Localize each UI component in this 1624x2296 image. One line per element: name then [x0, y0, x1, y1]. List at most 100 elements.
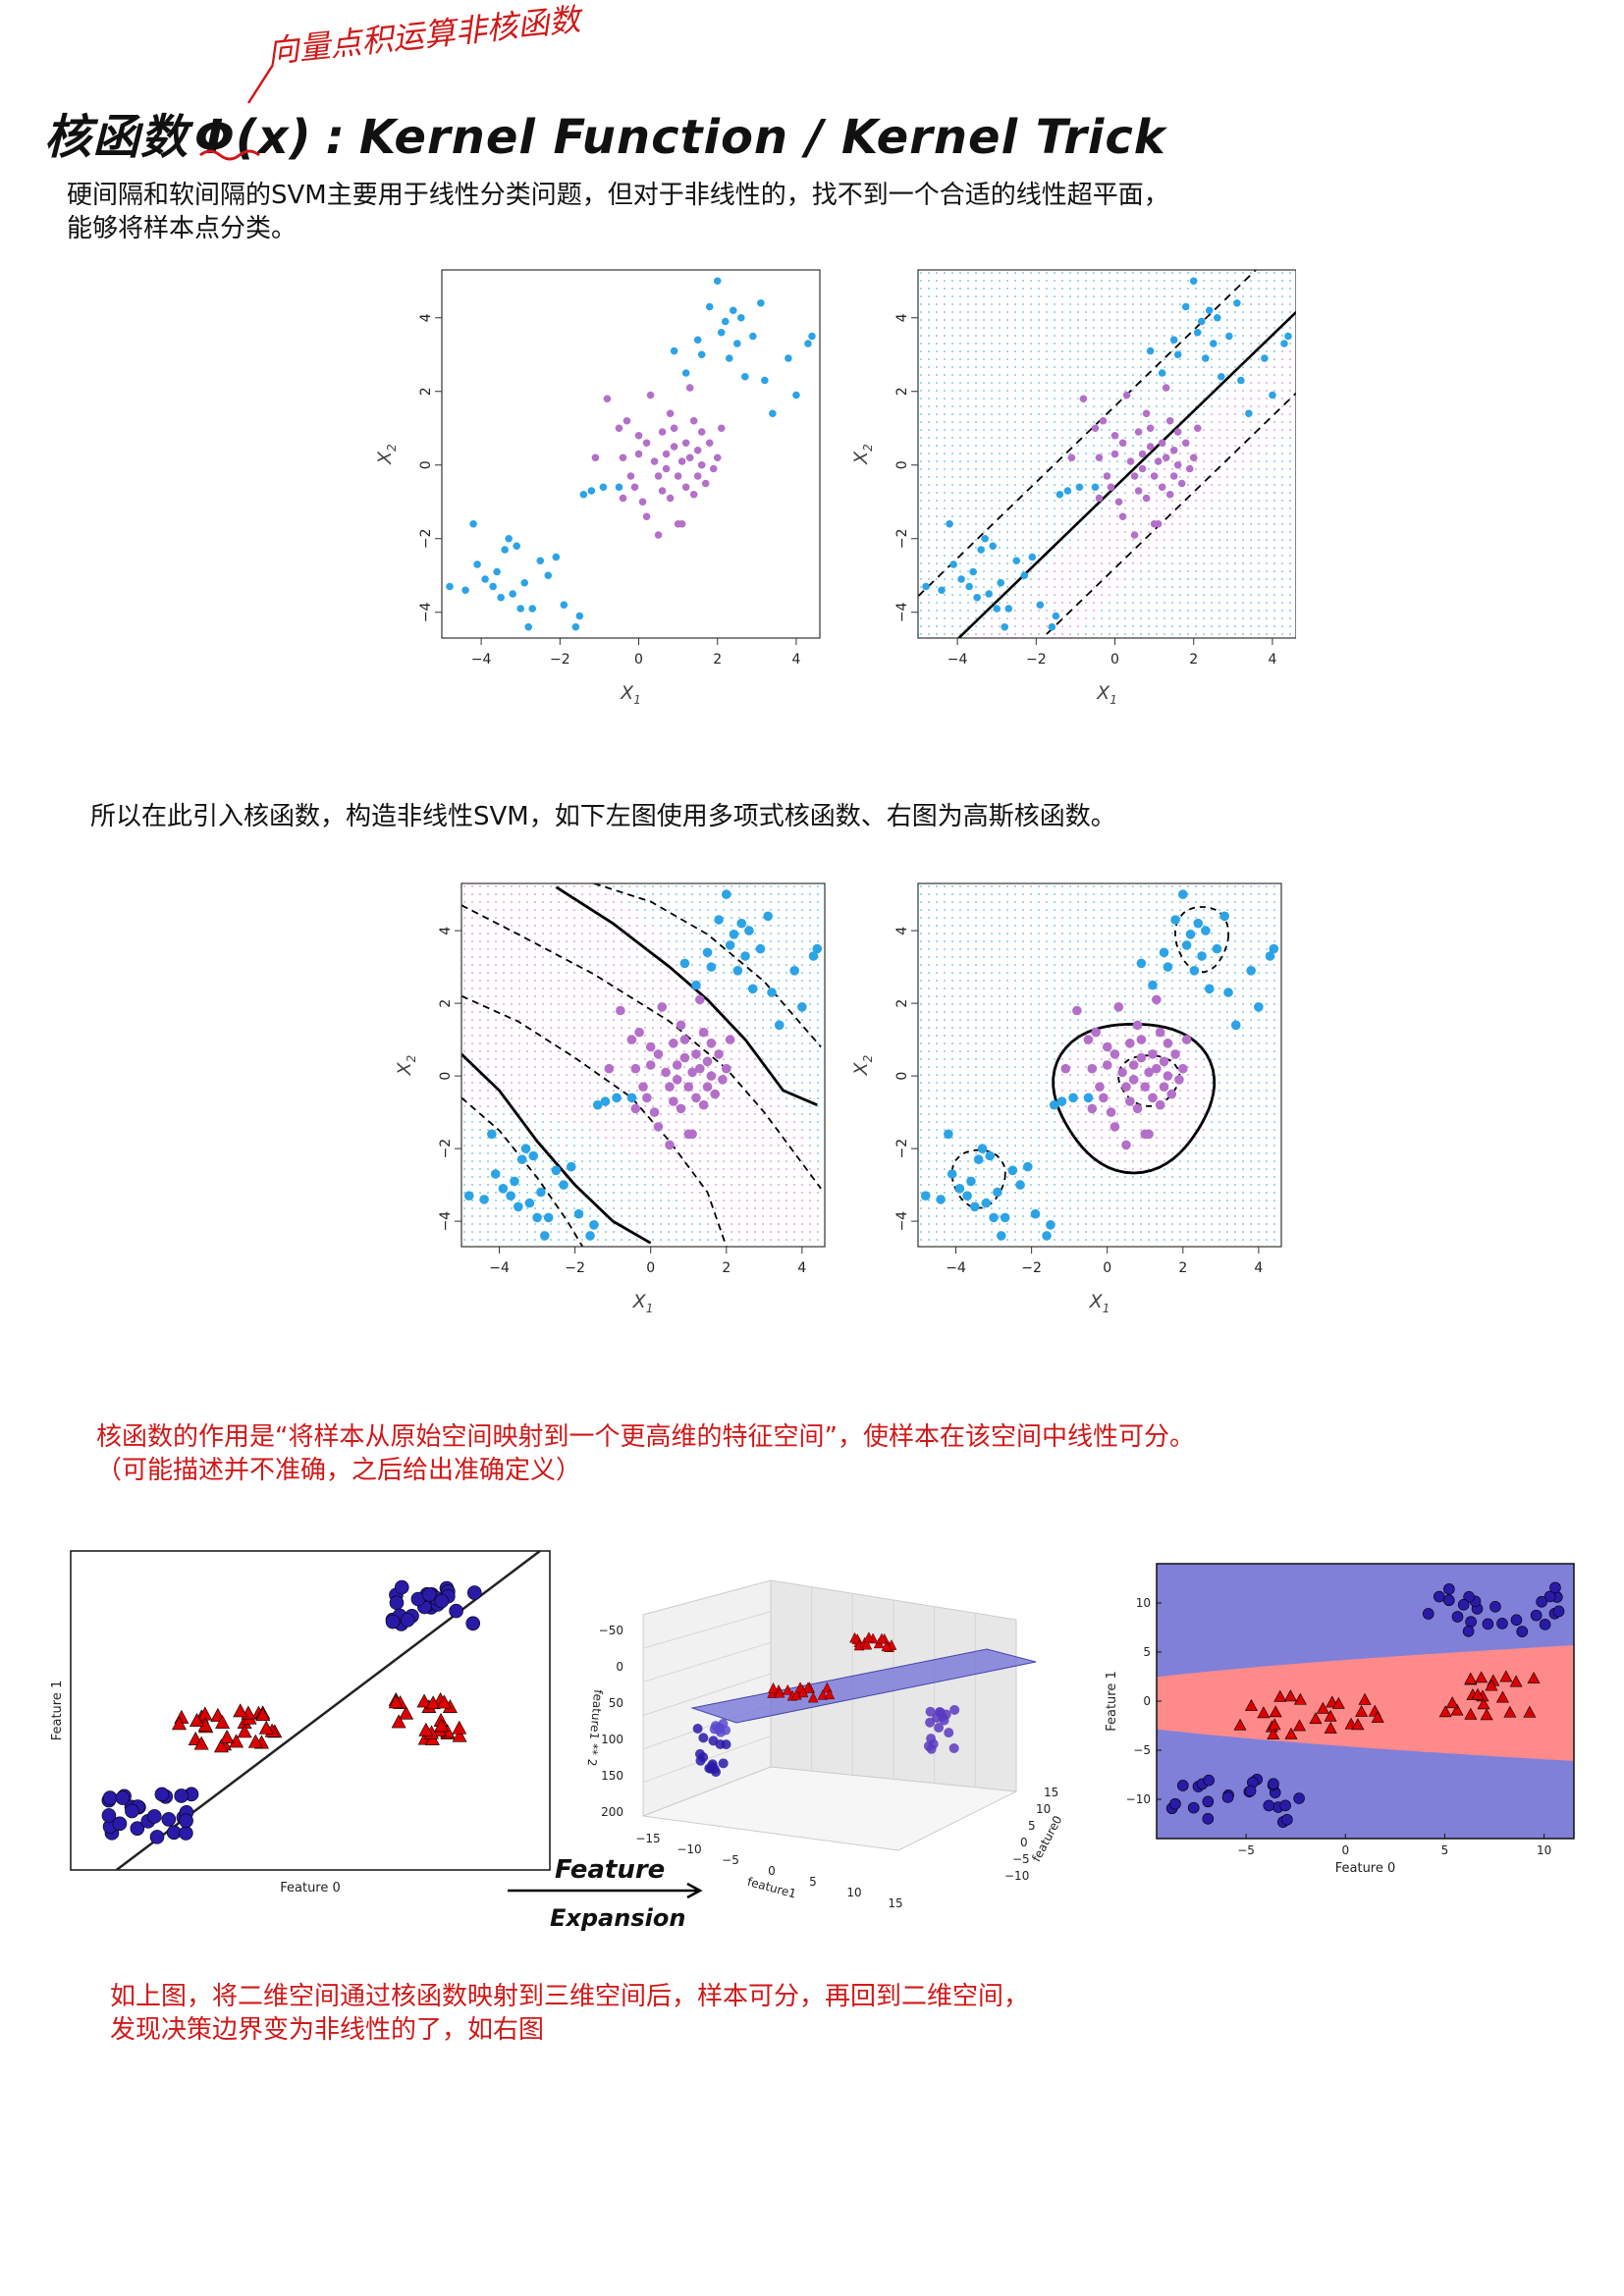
bg-grid-dot	[770, 1113, 772, 1115]
bg-grid-dot	[518, 1050, 520, 1052]
bg-grid-dot	[723, 1207, 725, 1209]
bg-grid-dot	[1124, 421, 1126, 423]
data-point	[721, 889, 731, 899]
bg-grid-dot	[975, 319, 977, 321]
bg-grid-dot	[511, 1223, 513, 1225]
bg-grid-dot	[754, 1192, 756, 1194]
bg-grid-dot	[1242, 531, 1244, 533]
bg-grid-dot	[1218, 484, 1220, 486]
bg-grid-dot	[738, 1239, 740, 1241]
bg-grid-dot	[967, 453, 969, 454]
bg-grid-dot	[1273, 468, 1275, 470]
bg-grid-dot	[1030, 484, 1032, 486]
bg-grid-dot	[1164, 405, 1165, 407]
bg-grid-dot	[1038, 335, 1040, 337]
bg-grid-dot	[660, 1105, 662, 1107]
bg-grid-dot	[1046, 617, 1048, 619]
bg-grid-dot	[1132, 539, 1134, 541]
bg-grid-dot	[1234, 311, 1236, 313]
bg-grid-dot	[1014, 586, 1016, 588]
bg-grid-dot	[1061, 594, 1063, 596]
bg-grid-dot	[951, 374, 953, 376]
bg-grid-dot	[1132, 303, 1134, 305]
bg-grid-dot	[636, 948, 638, 950]
bg-grid-dot	[928, 288, 930, 290]
bg-grid-dot	[1187, 272, 1189, 274]
bg-grid-dot	[581, 956, 583, 958]
bg-grid-dot	[1038, 610, 1040, 612]
bg-grid-dot	[928, 476, 930, 478]
bg-grid-dot	[785, 909, 787, 911]
bg-grid-dot	[999, 280, 1001, 282]
bg-grid-dot	[1061, 335, 1063, 337]
bg-grid-dot	[1022, 382, 1024, 384]
bg-grid-dot	[762, 917, 764, 919]
bg-grid-dot	[936, 617, 938, 619]
bg-grid-dot	[1101, 280, 1103, 282]
bg-grid-dot	[936, 1239, 938, 1241]
bg-grid-dot	[746, 1176, 748, 1178]
bg-grid-dot	[1242, 507, 1244, 509]
bg-grid-dot	[683, 909, 685, 911]
bg-grid-dot	[1116, 460, 1118, 462]
bg-grid-dot	[951, 995, 953, 997]
bg-grid-dot	[1124, 602, 1126, 604]
bg-grid-dot	[1116, 539, 1118, 541]
bg-grid-dot	[597, 964, 599, 966]
bg-grid-dot	[1022, 500, 1024, 502]
bg-grid-dot	[1069, 374, 1071, 376]
bg-grid-dot	[1046, 311, 1048, 313]
bg-grid-dot	[479, 1035, 481, 1037]
bg-grid-dot	[628, 1066, 630, 1068]
data-point	[645, 1041, 656, 1052]
bg-grid-dot	[699, 1058, 701, 1060]
bg-grid-dot	[738, 995, 740, 997]
bg-grid-dot	[691, 1082, 693, 1084]
bg-grid-dot	[707, 988, 709, 989]
bg-grid-dot	[1258, 602, 1260, 604]
bg-grid-dot	[652, 1129, 654, 1131]
bg-grid-dot	[503, 1215, 505, 1217]
bg-grid-dot	[1069, 327, 1071, 329]
bg-grid-dot	[1289, 390, 1291, 392]
subscript: 1	[1110, 693, 1117, 707]
bg-grid-dot	[1054, 531, 1056, 533]
bg-grid-dot	[487, 1066, 489, 1068]
bg-grid-dot	[999, 429, 1001, 431]
bg-grid-dot	[1211, 570, 1213, 572]
bg-grid-dot	[801, 1231, 803, 1233]
bg-grid-dot	[487, 1074, 489, 1076]
bg-grid-dot	[1250, 453, 1252, 454]
bg-grid-dot	[920, 917, 922, 919]
bg-grid-dot	[1030, 633, 1032, 635]
bg-grid-dot	[471, 1207, 473, 1209]
bg-grid-dot	[1077, 610, 1079, 612]
bg-grid-dot	[1273, 484, 1275, 486]
bg-grid-dot	[644, 917, 646, 919]
bg-grid-dot	[928, 1011, 930, 1013]
bg-grid-dot	[967, 390, 969, 392]
bg-grid-dot	[1030, 617, 1032, 619]
bg-grid-dot	[1101, 382, 1103, 384]
bg-grid-dot	[785, 1121, 787, 1123]
bg-grid-dot	[951, 980, 953, 982]
bg-grid-dot	[715, 1160, 717, 1162]
bg-grid-dot	[1203, 500, 1205, 502]
bg-grid-dot	[1226, 578, 1228, 580]
bg-grid-dot	[920, 507, 922, 509]
bg-grid-dot	[1250, 288, 1252, 290]
bg-grid-dot	[983, 523, 985, 525]
bg-grid-dot	[644, 972, 646, 974]
bg-grid-dot	[715, 1129, 717, 1131]
bg-grid-dot	[1014, 610, 1016, 612]
bg-grid-dot	[1061, 421, 1063, 423]
data-point	[1103, 472, 1111, 480]
bg-grid-dot	[1156, 390, 1158, 392]
bg-grid-dot	[1109, 398, 1110, 400]
bg-grid-dot	[589, 1176, 591, 1178]
bg-grid-dot	[676, 1058, 677, 1060]
bg-grid-dot	[1171, 311, 1173, 313]
bg-grid-dot	[1038, 382, 1040, 384]
bg-grid-dot	[668, 909, 670, 911]
bg-grid-dot	[699, 1113, 701, 1115]
